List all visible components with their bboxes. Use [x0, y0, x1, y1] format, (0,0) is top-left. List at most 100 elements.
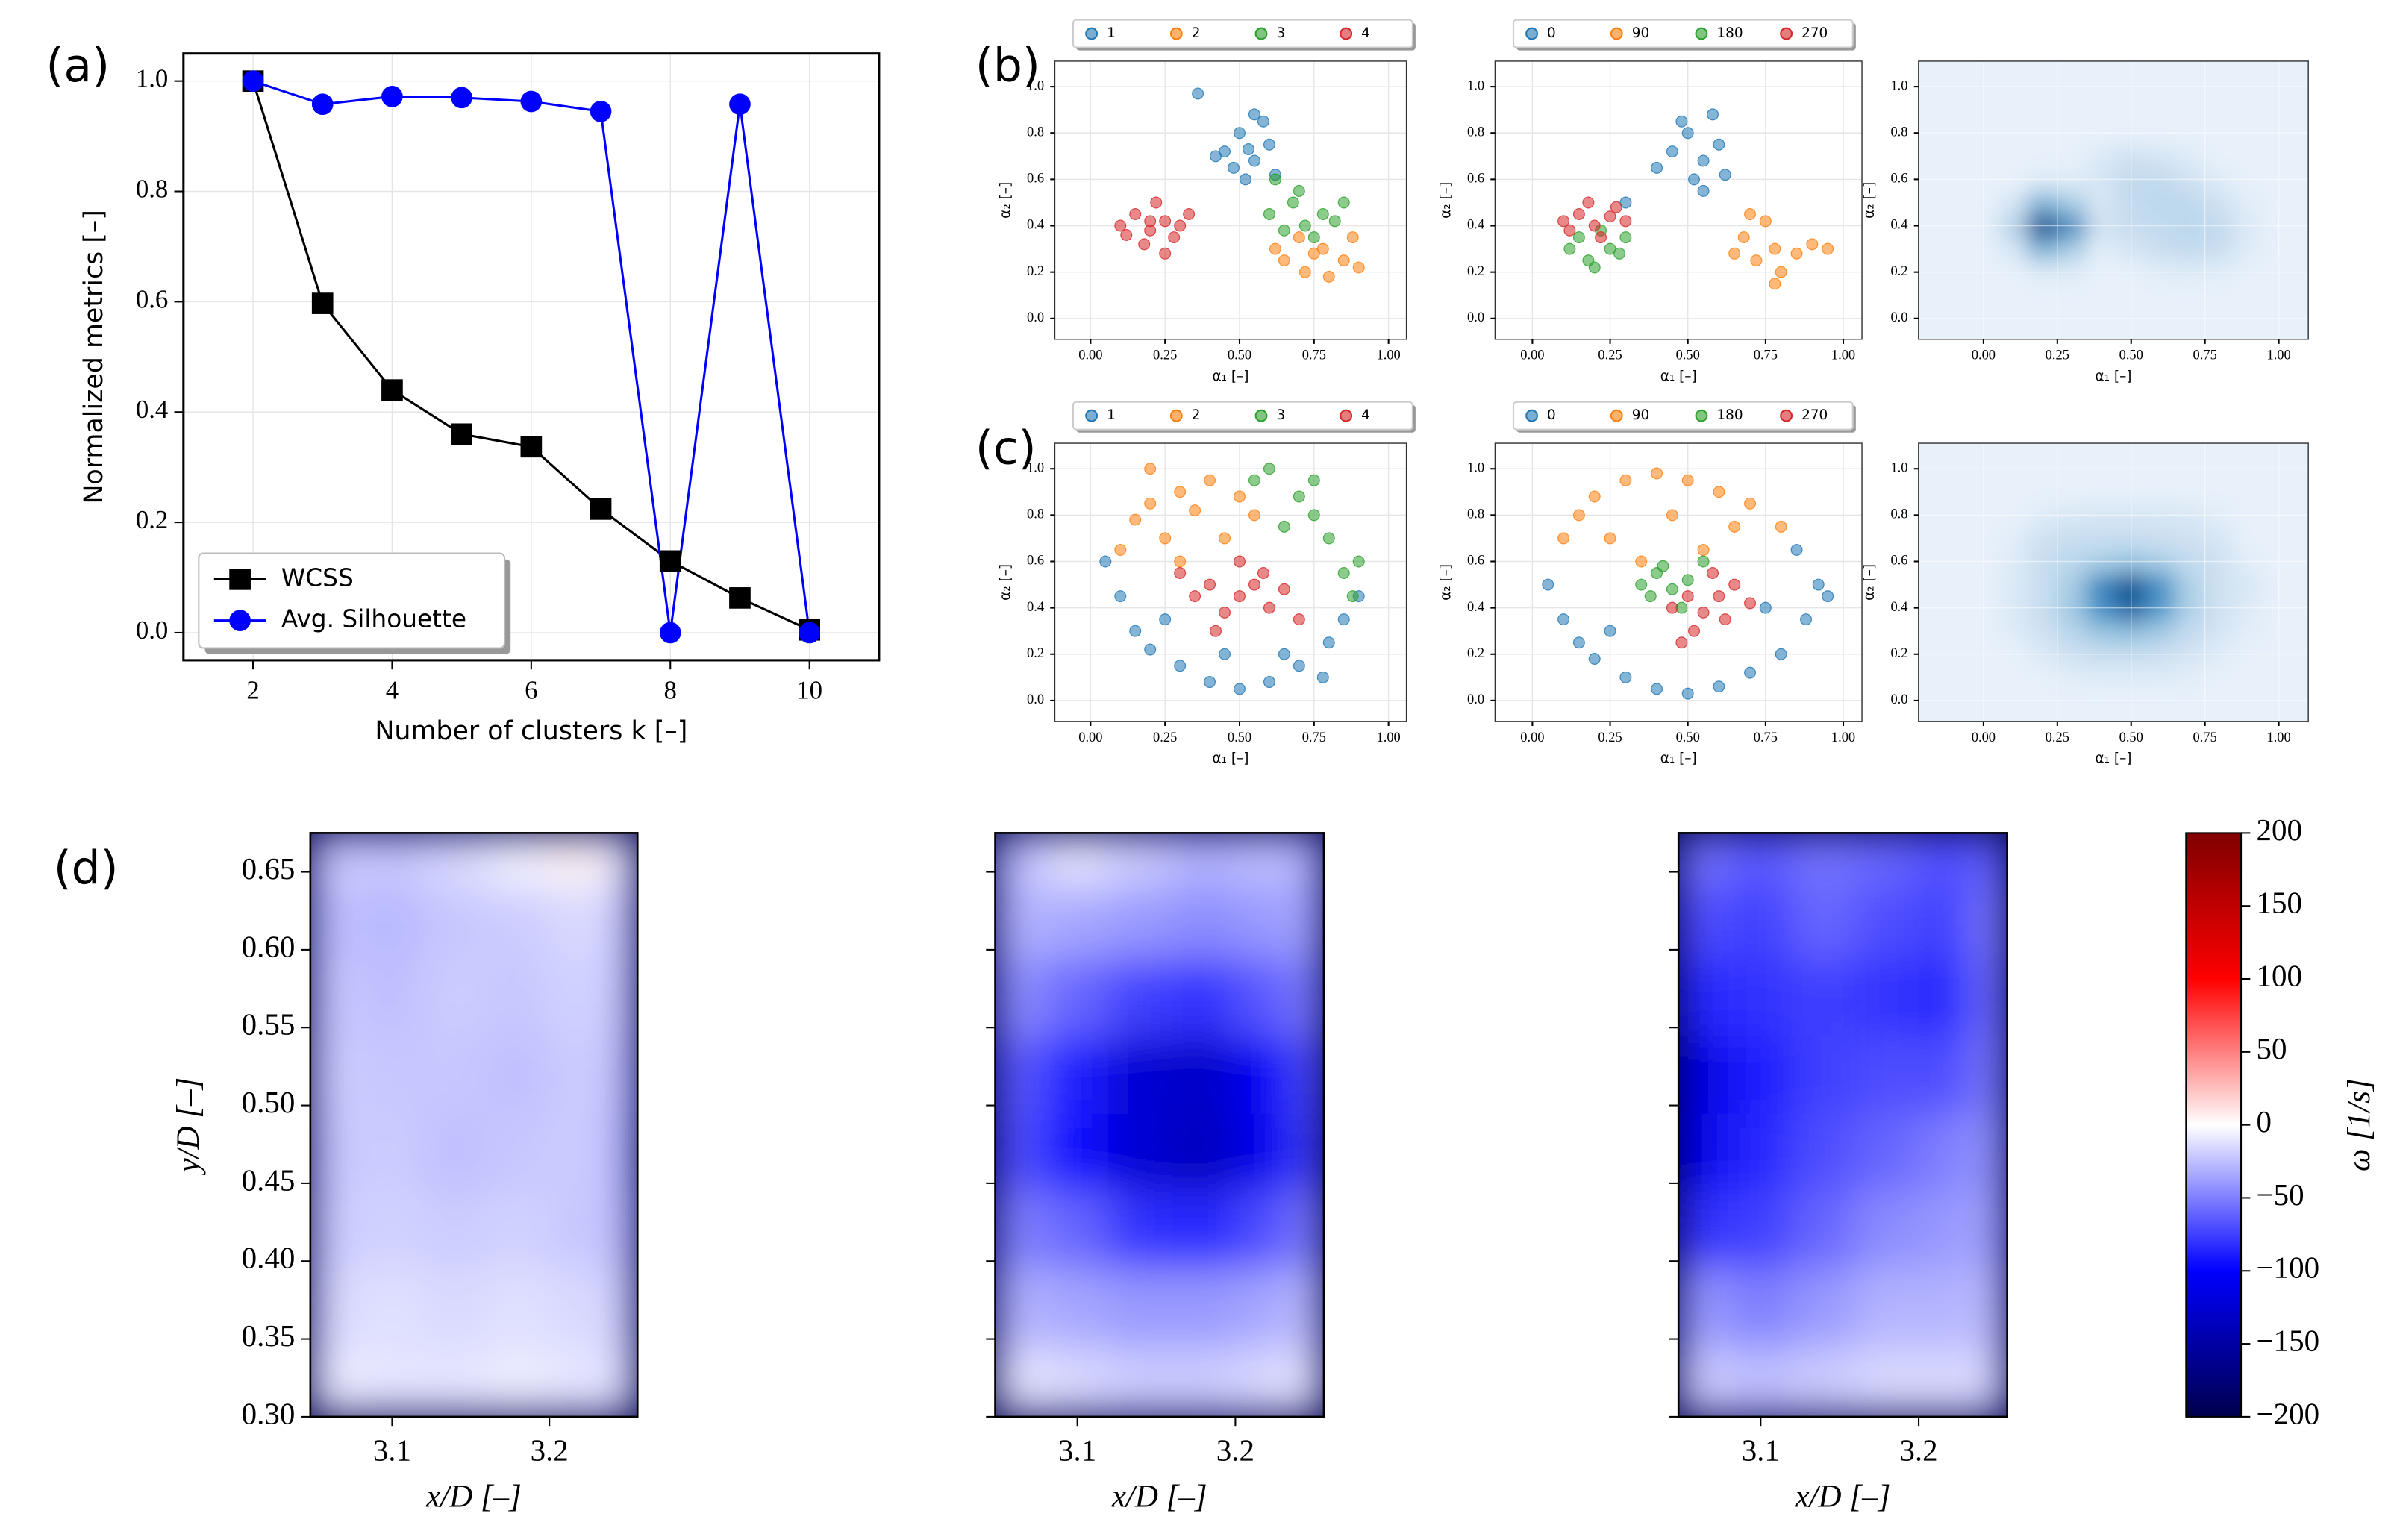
scatter-point: [1228, 161, 1240, 174]
heatmap-cell: [1171, 1112, 1237, 1192]
y-tick-label: 0.8: [1027, 507, 1044, 522]
y-axis-label: y/D [–]: [171, 1077, 206, 1176]
heatmap-cell: [2263, 525, 2309, 551]
y-tick-label: 0.8: [136, 175, 169, 204]
marker: [311, 292, 334, 314]
x-tick-label: 0.00: [1078, 348, 1102, 363]
heatmap-cell: [485, 833, 551, 889]
marker: [451, 87, 472, 109]
scatter-point: [1666, 583, 1678, 595]
legend-marker: [1340, 27, 1353, 40]
legend-label: 3: [1276, 407, 1285, 423]
legend-label: 2: [1192, 407, 1201, 423]
scatter-point: [1337, 613, 1350, 626]
scatter-point: [1129, 513, 1142, 526]
scatter-point: [1572, 231, 1585, 244]
heatmap-cell: [1678, 1034, 1731, 1115]
scatter-point: [1744, 207, 1757, 220]
scatter-point: [1744, 597, 1757, 610]
heatmap-cell: [1234, 1034, 1292, 1115]
heatmap-cell: [2145, 60, 2177, 99]
y-tick-label: 0.8: [1467, 507, 1484, 522]
heatmap-cell: [2234, 60, 2265, 99]
legend-marker: [1254, 27, 1268, 40]
scatter-point: [1144, 215, 1157, 228]
scatter-point: [1114, 543, 1127, 556]
colorbar-tick-label: −100: [2257, 1251, 2320, 1285]
x-tick-label: 3.2: [531, 1433, 569, 1467]
heatmap-cell: [1918, 572, 1999, 598]
heatmap-cell: [2145, 237, 2177, 262]
heatmap-cell: [2086, 443, 2117, 481]
heatmap-cell: [2263, 97, 2309, 122]
heatmap-cell: [1234, 1190, 1292, 1270]
heatmap-cell: [485, 1268, 551, 1348]
heatmap-cell: [1171, 957, 1237, 1036]
heatmap-cell: [1045, 1268, 1110, 1348]
x-tick-label: 0.25: [2046, 348, 2069, 363]
scatter-point: [1278, 648, 1290, 660]
heatmap-cell: [1171, 1190, 1237, 1270]
y-tick-label: 0.6: [1027, 553, 1044, 568]
heatmap-cell: [2086, 479, 2117, 504]
scatter-point: [1651, 683, 1663, 695]
heatmap-cell: [1728, 886, 1793, 959]
heatmap-cell: [603, 1112, 638, 1192]
scatter-point: [1582, 196, 1595, 209]
x-tick-label: 0.75: [2193, 730, 2217, 745]
heatmap-cell: [1290, 1190, 1324, 1270]
heatmap-cell: [1290, 1268, 1324, 1348]
heatmap-cell: [1234, 1112, 1292, 1192]
x-tick-label: 2: [246, 676, 259, 705]
scatter-point: [1287, 196, 1299, 209]
scatter-point: [1744, 666, 1757, 679]
heatmap-cell: [310, 833, 362, 889]
scatter-point: [1775, 520, 1787, 533]
heatmap-cell: [603, 833, 638, 889]
heatmap-cell: [2145, 190, 2177, 216]
heatmap-cell: [1678, 833, 1731, 889]
heatmap-cell: [1854, 957, 1920, 1036]
scatter-point: [1619, 215, 1632, 228]
panel: (c) 0.00 0.25 0.50 0.75 1.00 0.0 0.2 0.4 0.6 0.8 1.…: [975, 401, 1416, 766]
heatmap-cell: [2175, 619, 2206, 644]
heatmap-cell: [1728, 1112, 1793, 1192]
heatmap-cell: [2263, 190, 2309, 216]
heatmap-cell: [360, 1190, 425, 1270]
colorbar-tick-label: 50: [2257, 1031, 2287, 1065]
heatmap-cell: [1728, 1034, 1793, 1115]
heatmap-cell: [2263, 283, 2309, 308]
scatter-point: [1219, 648, 1231, 660]
scatter-point: [1328, 215, 1341, 228]
y-tick-label: 0.0: [1890, 310, 1907, 325]
scatter-point: [1248, 108, 1260, 121]
heatmap-cell: [2204, 479, 2236, 504]
scatter-point: [1307, 231, 1320, 244]
scatter-point: [1189, 590, 1201, 603]
scatter-point: [1619, 474, 1632, 486]
heatmap-cell: [1854, 1112, 1920, 1192]
heatmap-cell: [1997, 688, 2029, 722]
scatter-point: [1174, 486, 1187, 498]
scatter-point: [1666, 509, 1678, 522]
heatmap-cell: [2145, 479, 2177, 504]
x-tick-label: 1.00: [2266, 348, 2290, 363]
y-tick-label: 0.8: [1890, 124, 1907, 139]
marker: [381, 379, 403, 401]
heatmap-cell: [1791, 1034, 1857, 1115]
scatter-point: [1307, 474, 1320, 486]
heatmap-cell: [2086, 143, 2117, 169]
panel-label: (d): [54, 842, 119, 895]
y-tick-label: 0.4: [1467, 599, 1484, 614]
heatmap-cell: [1234, 957, 1292, 1036]
legend: [1072, 19, 1413, 48]
scatter-point: [1681, 574, 1694, 586]
scatter-point: [1293, 231, 1305, 244]
x-tick-label: 0.75: [1754, 348, 1778, 363]
legend-marker: [229, 610, 251, 632]
heatmap-cell: [1728, 1190, 1793, 1270]
heatmap-cell: [2056, 525, 2088, 551]
heatmap-cell: [1973, 1268, 2007, 1348]
scatter-point: [1681, 127, 1694, 140]
scatter-point: [1174, 219, 1187, 232]
